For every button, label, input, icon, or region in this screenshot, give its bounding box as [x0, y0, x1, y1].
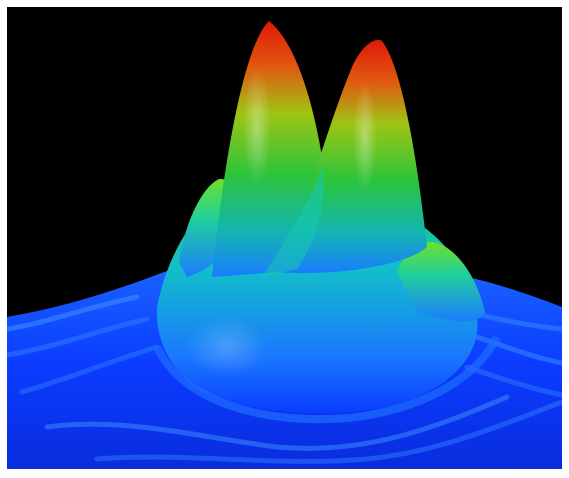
mound-shine	[187, 317, 267, 377]
left-peak-shine	[243, 67, 271, 187]
surface-plot-image	[7, 7, 562, 469]
right-peak-shine	[353, 82, 377, 192]
surface-plot-svg	[7, 7, 562, 469]
